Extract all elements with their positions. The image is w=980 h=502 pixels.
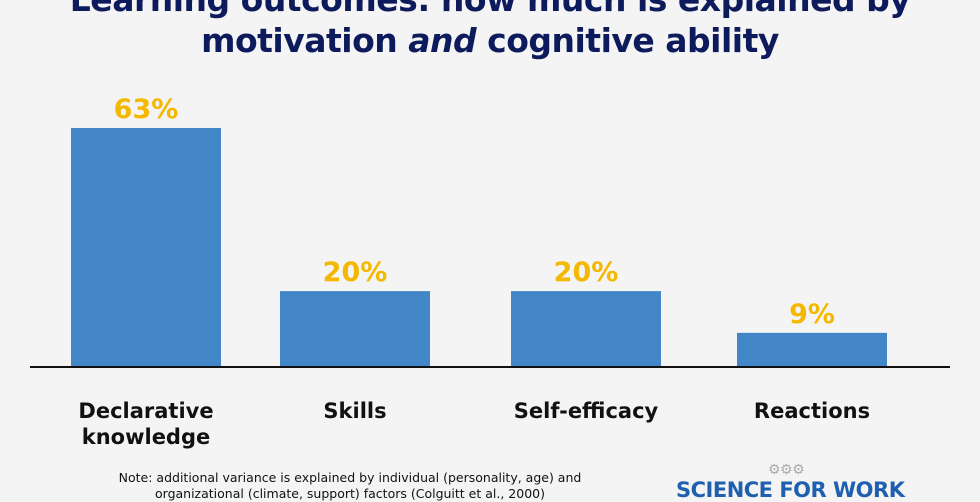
data-label: 63% <box>114 94 179 125</box>
footnote-line: Note: additional variance is explained b… <box>118 470 582 485</box>
bar <box>511 291 661 367</box>
science-for-work-logo: ⚙⚙⚙ SCIENCE FOR WORK <box>676 462 905 502</box>
category-label: Self-efficacy <box>514 399 659 423</box>
data-label: 20% <box>323 257 388 288</box>
category-label: Reactions <box>754 399 870 423</box>
category-label: Declarative <box>78 399 213 423</box>
data-label: 20% <box>554 257 619 288</box>
bar <box>737 332 887 367</box>
data-label: 9% <box>789 299 835 330</box>
title-emphasis: and <box>408 21 477 60</box>
title-text: cognitive ability <box>476 21 779 60</box>
chart-title-line1: Learning outcomes: how much is explained… <box>0 0 980 22</box>
footnote-line: organizational (climate, support) factor… <box>155 486 545 501</box>
title-text: motivation <box>201 21 409 60</box>
category-label: knowledge <box>82 425 211 449</box>
chart-title-line2: motivation and cognitive ability <box>0 19 980 63</box>
bar <box>71 128 221 367</box>
footnote: Note: additional variance is explained b… <box>80 470 620 502</box>
bar <box>280 291 430 367</box>
gears-icon: ⚙⚙⚙ <box>768 462 805 478</box>
category-label: Skills <box>323 399 386 423</box>
